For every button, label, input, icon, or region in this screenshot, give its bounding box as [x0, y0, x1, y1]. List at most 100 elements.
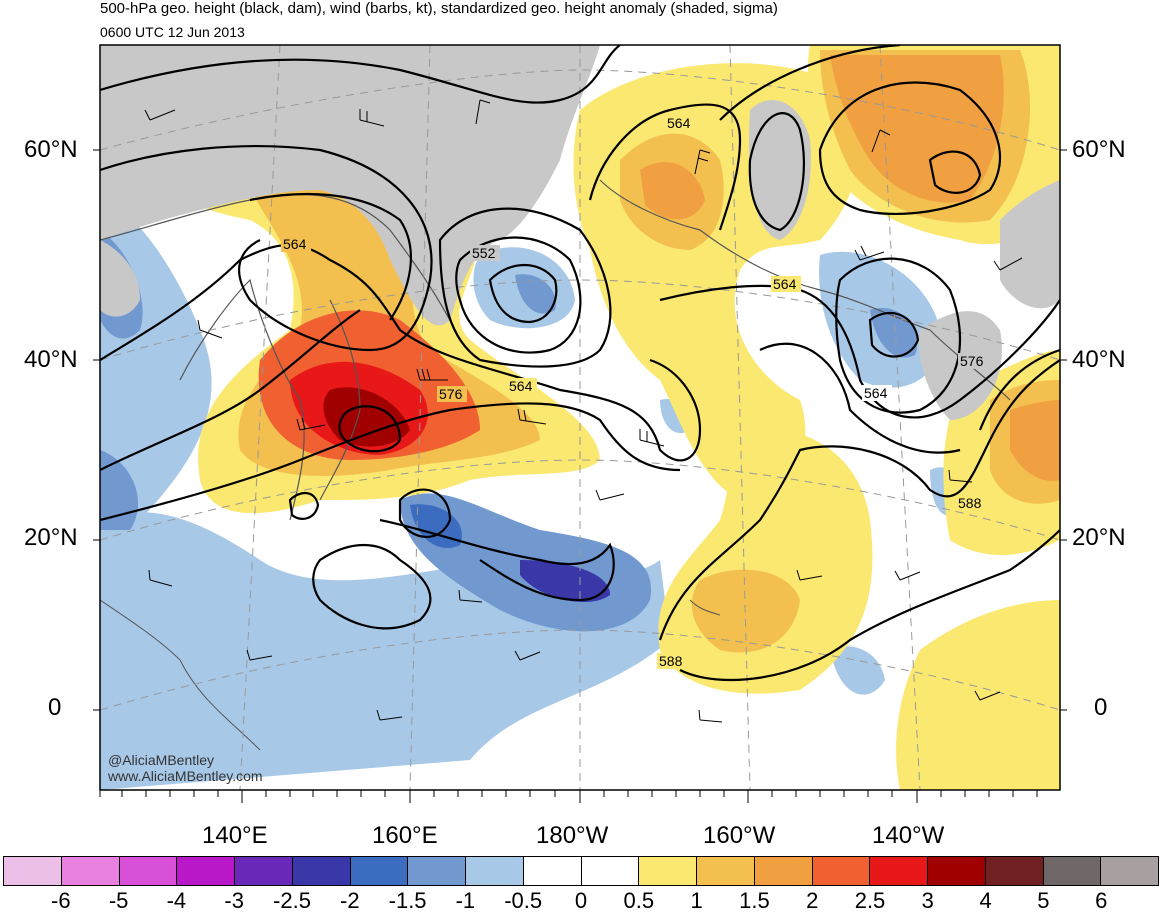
contour-label: 576	[439, 386, 463, 402]
lat-label-left: 0	[48, 694, 62, 721]
wind-barb	[948, 469, 973, 483]
wind-barb	[694, 149, 711, 175]
lat-label-right: 20°N	[1072, 524, 1126, 551]
height-contour	[818, 81, 1002, 216]
colorbar-ticks: -6 -5 -4 -3 -2.5 -2 -1.5 -1 -0.5 0 0.5 1 1.5 2 2.5 3 4 5 6	[0, 888, 1160, 914]
wind-barb	[993, 257, 1023, 271]
height-contour	[288, 492, 320, 520]
lat-label-left: 60°N	[24, 136, 78, 163]
colorbar-box	[1101, 857, 1158, 885]
watermark-handle: @AliciaMBentley	[108, 752, 215, 768]
contour-label-bg	[862, 385, 892, 401]
height-contour	[379, 518, 615, 602]
anomaly-region-pos	[691, 569, 800, 653]
latitude-line	[100, 629, 1060, 711]
height-contour	[978, 348, 1060, 431]
wind-barb	[974, 690, 1001, 701]
colorbar-box	[408, 857, 466, 885]
colorbar-tick-label: -0.5	[504, 888, 543, 913]
contour-label: 588	[659, 653, 683, 669]
wind-barb	[458, 589, 483, 603]
contour-label: 564	[509, 378, 533, 394]
contour-label-bg	[507, 378, 537, 394]
wind-barb	[871, 129, 891, 153]
height-contour	[455, 236, 582, 354]
contour-label-bg	[470, 245, 500, 261]
wind-barb	[517, 408, 547, 425]
watermark-site[interactable]: www.AliciaMBentley.com	[108, 768, 263, 784]
wind-barb	[639, 429, 665, 447]
coastline	[100, 599, 261, 751]
lat-label-right: 60°N	[1072, 136, 1126, 163]
colorbar-tick-label: 0.5	[623, 888, 655, 913]
anomaly-region-pos	[896, 600, 1060, 790]
colorbar-tick-label: 2.5	[854, 888, 886, 913]
contour-label-bg	[281, 236, 311, 252]
wind-barbs	[144, 99, 1023, 723]
height-contour	[249, 192, 412, 321]
anomaly-region-pos	[640, 161, 705, 220]
wind-barb	[296, 417, 326, 431]
wind-barb	[148, 569, 173, 587]
colorbar-tick-label: -2	[340, 888, 360, 913]
colorbar-box	[466, 857, 524, 885]
anomaly-region-neg	[515, 274, 556, 314]
colorbar-tick-label: 3	[921, 888, 934, 913]
colorbar-box	[350, 857, 409, 885]
colorbar-box	[928, 857, 986, 885]
frame-ticks	[93, 149, 1067, 803]
lat-label-left: 40°N	[24, 346, 78, 373]
height-contour	[100, 144, 433, 352]
anomaly-region-pos	[1010, 400, 1060, 481]
height-contour	[488, 263, 558, 324]
wind-barb	[246, 649, 273, 661]
contour-label: 576	[960, 353, 984, 369]
colorbar-box	[4, 857, 62, 885]
contour-label: 564	[283, 236, 307, 252]
height-contour	[312, 543, 432, 630]
height-contour	[759, 342, 961, 454]
colorbar-tick-label: -2.5	[273, 888, 311, 913]
wind-barb	[796, 569, 823, 581]
colorbar-tick-label: 2	[806, 888, 819, 913]
wind-barb	[698, 709, 723, 723]
height-contour	[679, 529, 1060, 682]
land-mass	[1000, 180, 1060, 309]
contour-label: 564	[667, 115, 691, 131]
contour-label-bg	[437, 386, 467, 402]
colorbar-box	[985, 857, 1044, 885]
contour-label: 552	[472, 245, 496, 261]
colorbar-box	[119, 857, 178, 885]
wind-barb	[514, 650, 541, 661]
longitude-line	[409, 45, 431, 790]
height-contour	[100, 309, 361, 471]
height-contour	[100, 244, 702, 462]
contour-label-bg	[657, 653, 687, 669]
contour-label: 588	[958, 495, 982, 511]
lat-label-right: 40°N	[1072, 346, 1126, 373]
height-contour	[658, 359, 1060, 641]
latitude-line	[100, 459, 1060, 541]
map-valid-time: 0600 UTC 12 Jun 2013	[100, 24, 245, 40]
height-contour	[100, 402, 681, 522]
colorbar-tick-label: 4	[979, 888, 992, 913]
wind-barb	[416, 368, 448, 381]
wind-barb	[854, 245, 885, 261]
lon-label: 180°W	[536, 822, 609, 849]
colorbar-tick-label: -1	[455, 888, 476, 913]
height-contour	[438, 207, 612, 368]
lon-label: 160°E	[372, 822, 438, 849]
longitude-line	[729, 45, 751, 790]
colorbar-box	[1043, 857, 1102, 885]
colorbar-tick-label: -1.5	[388, 888, 427, 913]
wind-barb	[359, 109, 385, 127]
colorbar-box	[292, 857, 351, 885]
colorbar-tick-label: 1.5	[739, 888, 770, 913]
land-mass	[749, 100, 811, 240]
wind-barb	[595, 489, 625, 501]
map-title: 500-hPa geo. height (black, dam), wind (…	[100, 0, 778, 17]
colorbar-box	[523, 857, 582, 885]
contour-label-bg	[665, 115, 695, 131]
contour-label-bg	[771, 276, 801, 292]
colorbar-tick-label: 0	[574, 888, 588, 913]
